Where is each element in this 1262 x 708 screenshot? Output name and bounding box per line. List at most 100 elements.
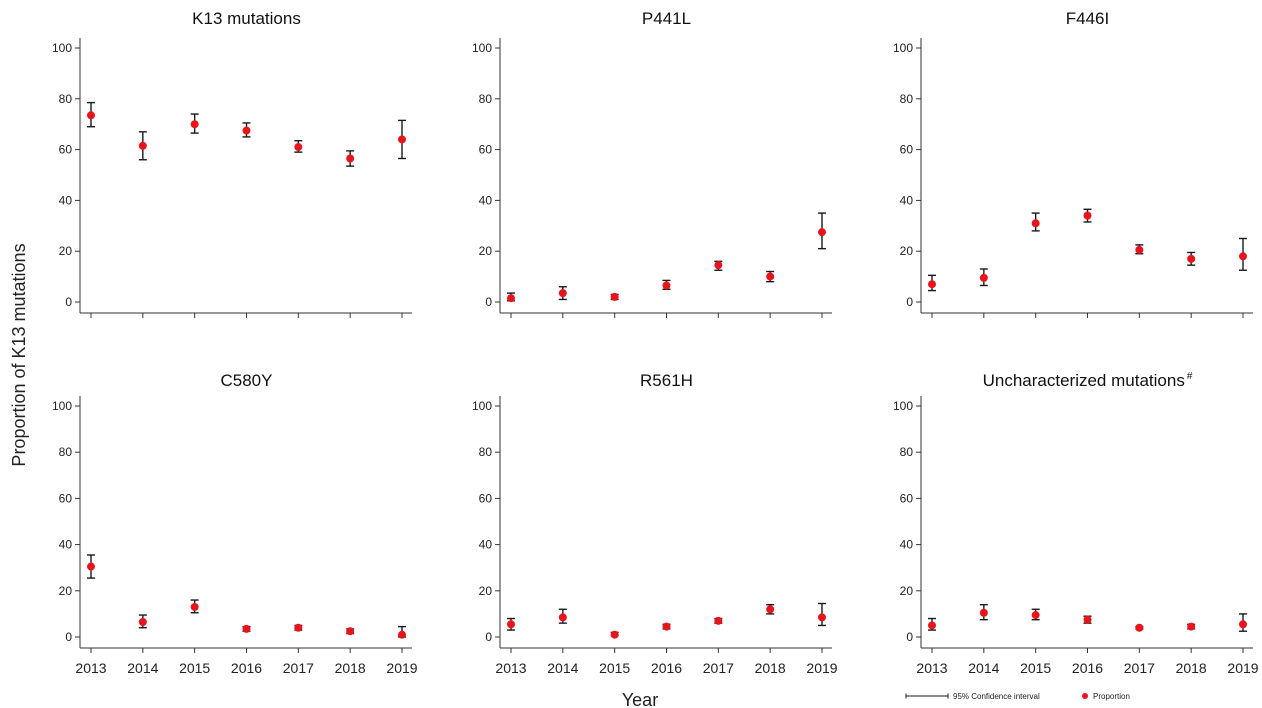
y-tick-label: 100 (472, 41, 492, 55)
y-tick-label: 100 (893, 399, 913, 413)
x-tick-label: 2013 (916, 660, 947, 676)
legend-point-label: Proportion (1093, 692, 1130, 701)
y-tick-label: 100 (893, 41, 913, 55)
data-point (979, 273, 988, 282)
panel-title-text: F446I (1066, 9, 1109, 28)
y-tick-label: 80 (479, 445, 493, 459)
panel-title: K13 mutations (192, 9, 301, 28)
x-tick-label: 2016 (1072, 660, 1103, 676)
data-point (558, 613, 567, 622)
y-tick-label: 0 (906, 295, 913, 309)
data-point (507, 294, 515, 303)
data-point (138, 617, 147, 626)
x-tick-label: 2015 (179, 660, 210, 676)
y-tick-label: 0 (65, 295, 72, 309)
data-point (928, 280, 936, 289)
panel-title-text: K13 mutations (192, 9, 301, 28)
x-tick-label: 2016 (231, 660, 262, 676)
x-tick-label: 2019 (386, 660, 417, 676)
data-point (346, 627, 355, 636)
y-tick-label: 40 (900, 538, 914, 552)
x-tick-label: 2015 (1020, 660, 1051, 676)
data-point (766, 605, 775, 614)
y-tick-label: 80 (59, 92, 73, 106)
y-axis-label: Proportion of K13 mutations (9, 243, 29, 466)
panel-2: P441L 0 20 40 60 80 100 (472, 9, 832, 318)
panels: K13 mutations 0 20 40 60 80 100 P441L 0 20 40 60 80 1… (52, 9, 1259, 676)
panel-4: C580Y 0 20 40 60 80 100 2013 2014 2015 2016 2017 201… (52, 371, 418, 676)
panel-title: P441L (642, 9, 691, 28)
data-point (1187, 254, 1196, 263)
legend: 95% Confidence interval Proportion (905, 692, 1130, 701)
data-point (294, 143, 303, 152)
x-tick-label: 2014 (127, 660, 158, 676)
data-point (610, 292, 619, 301)
x-tick-label: 2017 (283, 660, 314, 676)
y-tick-label: 40 (900, 193, 914, 207)
data-point (507, 620, 515, 629)
panel-title-text: Uncharacterized mutations (983, 371, 1185, 390)
data-point (1083, 211, 1092, 220)
data-point (190, 602, 199, 611)
y-tick-label: 40 (59, 538, 73, 552)
data-point (398, 135, 406, 144)
data-point (1187, 622, 1196, 631)
x-tick-label: 2017 (703, 660, 734, 676)
y-tick-label: 100 (52, 399, 72, 413)
x-tick-label: 2014 (547, 660, 578, 676)
y-tick-label: 60 (59, 491, 73, 505)
data-point (1031, 611, 1040, 620)
y-tick-label: 20 (900, 244, 914, 258)
data-point (190, 120, 199, 129)
panel-title-superscript: # (1187, 371, 1193, 382)
x-tick-label: 2015 (599, 660, 630, 676)
panel-1: K13 mutations 0 20 40 60 80 100 (52, 9, 412, 318)
data-point (242, 126, 251, 135)
y-tick-label: 80 (59, 445, 73, 459)
y-tick-label: 60 (900, 491, 914, 505)
y-tick-label: 20 (479, 244, 493, 258)
panel-title: F446I (1066, 9, 1109, 28)
data-point (662, 281, 671, 290)
y-tick-label: 40 (479, 193, 493, 207)
x-tick-label: 2014 (968, 660, 999, 676)
y-tick-label: 40 (479, 538, 493, 552)
y-tick-label: 0 (485, 630, 492, 644)
x-tick-label: 2019 (1227, 660, 1258, 676)
data-point (818, 613, 826, 622)
y-tick-label: 60 (59, 143, 73, 157)
data-point (558, 289, 567, 298)
data-point (242, 624, 251, 633)
panel-title-text: P441L (642, 9, 691, 28)
panel-3: F446I 0 20 40 60 80 100 (893, 9, 1253, 318)
x-tick-label: 2019 (806, 660, 837, 676)
y-tick-label: 60 (900, 143, 914, 157)
y-tick-label: 80 (479, 92, 493, 106)
data-point (928, 621, 936, 630)
y-tick-label: 20 (59, 244, 73, 258)
data-point (818, 228, 826, 237)
data-point (87, 562, 95, 571)
y-tick-label: 80 (900, 92, 914, 106)
y-tick-label: 100 (472, 399, 492, 413)
panel-title: R561H (640, 371, 693, 390)
panel-5: R561H 0 20 40 60 80 100 2013 2014 2015 2016 2017 201… (472, 371, 838, 676)
legend-point-marker (1082, 693, 1088, 699)
y-tick-label: 0 (906, 630, 913, 644)
data-point (1135, 245, 1144, 254)
panel-6: Uncharacterized mutations #02040608010020… (893, 371, 1259, 676)
x-axis-label: Year (622, 690, 658, 708)
data-point (714, 616, 723, 625)
data-point (87, 111, 95, 120)
x-tick-label: 2018 (755, 660, 786, 676)
data-point (346, 154, 355, 163)
data-point (766, 272, 775, 281)
x-tick-label: 2013 (495, 660, 526, 676)
y-tick-label: 60 (479, 491, 493, 505)
data-point (979, 608, 988, 617)
panel-title-text: R561H (640, 371, 693, 390)
x-tick-label: 2016 (651, 660, 682, 676)
data-point (662, 622, 671, 631)
